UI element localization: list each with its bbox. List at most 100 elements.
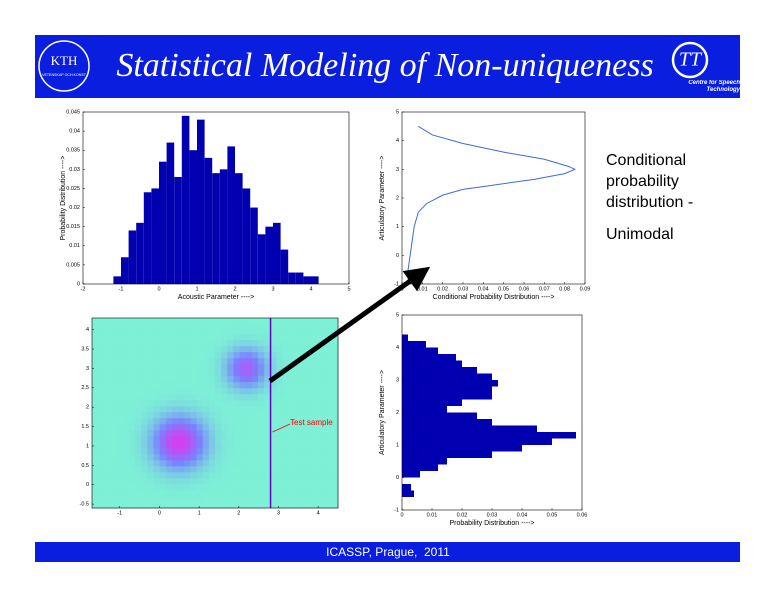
heat-cell [104, 489, 111, 497]
heat-cell [251, 357, 259, 365]
heat-cell [153, 318, 161, 323]
heat-cell [165, 465, 173, 473]
heat-cell [325, 417, 333, 425]
heat-cell [313, 387, 320, 395]
y-tick-label: 0.04 [69, 129, 80, 135]
heat-cell [196, 489, 204, 497]
heat-cell [331, 363, 339, 371]
heat-cell [294, 423, 302, 431]
heat-cell [245, 483, 253, 491]
heat-cell [221, 351, 228, 359]
heat-cell [153, 477, 161, 485]
heat-cell [159, 405, 167, 413]
heat-cell [190, 333, 197, 341]
heat-cell [301, 465, 308, 473]
heat-cell [141, 345, 148, 353]
x-tick-label: 0.02 [437, 286, 448, 292]
heat-cell [159, 399, 167, 407]
heat-cell [178, 381, 185, 389]
heat-cell [264, 417, 271, 425]
x-tick-label: 2 [237, 510, 240, 516]
y-tick-label: 0.02 [69, 205, 80, 211]
heat-cell [331, 399, 339, 407]
heat-cell [190, 471, 197, 479]
heat-cell [319, 435, 327, 443]
heat-cell [122, 447, 130, 455]
heat-cell [122, 387, 130, 395]
bar [227, 146, 235, 284]
heat-cell [251, 369, 259, 377]
heat-cell [110, 435, 117, 443]
heat-cell [147, 345, 154, 353]
heat-cell [251, 477, 259, 485]
heat-cell [141, 483, 148, 491]
heat-cell [104, 459, 111, 467]
heat-cell [122, 399, 130, 407]
heat-cell [239, 333, 247, 341]
y-tick-label: 4 [396, 345, 399, 351]
heat-cell [159, 477, 167, 485]
heat-cell [178, 405, 185, 413]
heat-cell [215, 357, 222, 365]
heat-cell [221, 369, 228, 377]
heat-cell [128, 423, 136, 431]
heat-cell [227, 447, 234, 455]
heat-cell [325, 459, 333, 467]
heat-cell [301, 435, 308, 443]
heat-cell [135, 471, 142, 479]
heat-cell [325, 327, 333, 335]
heat-cell [227, 381, 234, 389]
heat-cell [288, 471, 296, 479]
heat-cell [301, 459, 308, 467]
heat-cell [239, 489, 247, 497]
heat-cell [202, 399, 210, 407]
bar [181, 115, 190, 284]
centre-name: Centre for Speech Technology [688, 80, 740, 93]
heat-cell [331, 351, 339, 359]
heat-cell [92, 477, 99, 485]
heat-cell [141, 405, 148, 413]
heat-cell [141, 363, 148, 371]
heat-cell [208, 333, 216, 341]
heat-cell [245, 318, 253, 323]
heat-cell [301, 393, 308, 401]
bar [402, 373, 492, 380]
heat-cell [178, 375, 185, 383]
heat-cell [325, 351, 333, 359]
y-tick-label: 0.045 [66, 109, 80, 115]
heat-cell [270, 447, 277, 455]
heat-cell [178, 429, 185, 437]
heat-cell [104, 495, 111, 503]
heat-cell [264, 363, 271, 371]
heat-cell [178, 477, 185, 485]
heat-cell [196, 441, 204, 449]
heat-cell [184, 393, 191, 401]
heat-cell [245, 357, 253, 365]
y-tick-label: 1 [396, 224, 399, 230]
heat-cell [221, 483, 228, 491]
y-tick-label: -1 [394, 281, 399, 287]
heat-cell [251, 405, 259, 413]
heat-cell [282, 357, 290, 365]
heat-cell [92, 423, 99, 431]
heat-cell [221, 417, 228, 425]
heat-cell [313, 447, 320, 455]
bar [402, 347, 438, 354]
heat-cell [307, 345, 314, 353]
heat-cell [178, 465, 185, 473]
heat-cell [128, 405, 136, 413]
heat-cell [104, 393, 111, 401]
heat-cell [270, 465, 277, 473]
heat-cell [196, 369, 204, 377]
y-tick-label: 0 [396, 475, 399, 481]
heat-cell [153, 441, 161, 449]
heat-cell [251, 417, 259, 425]
heat-cell [147, 429, 154, 437]
heat-cell [331, 387, 339, 395]
heat-cell [159, 417, 167, 425]
heat-cell [221, 363, 228, 371]
heat-cell [227, 435, 234, 443]
heat-cell [294, 453, 302, 461]
heat-cell [325, 375, 333, 383]
heat-cell [221, 318, 228, 323]
